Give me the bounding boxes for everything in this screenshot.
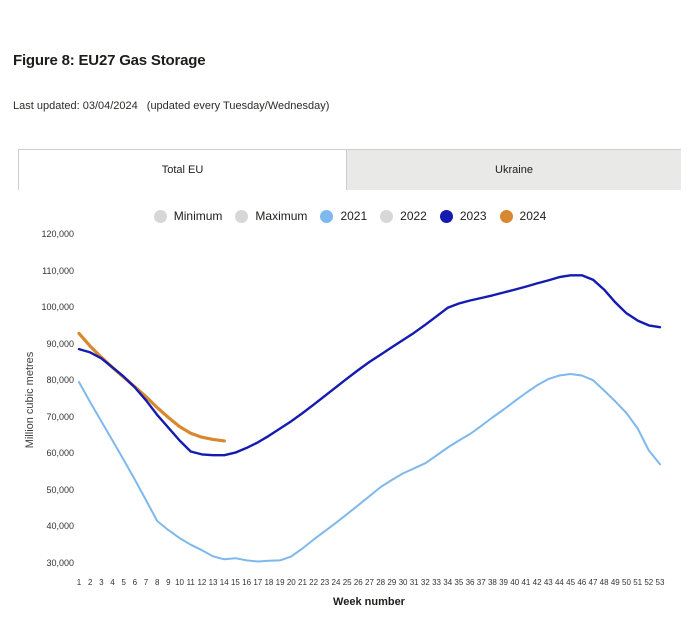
x-tick-label: 19 xyxy=(275,578,285,587)
legend-item-2023[interactable]: 2023 xyxy=(439,209,487,223)
x-tick-label: 7 xyxy=(143,578,149,587)
tab-bar: Total EU Ukraine xyxy=(18,149,681,190)
legend-item-2022[interactable]: 2022 xyxy=(380,209,427,223)
x-tick-label: 30 xyxy=(398,578,408,587)
tab-total-eu[interactable]: Total EU xyxy=(18,150,347,190)
x-tick-label: 53 xyxy=(655,578,665,587)
x-tick-label: 8 xyxy=(154,578,160,587)
x-tick-label: 31 xyxy=(409,578,419,587)
x-tick-label: 5 xyxy=(121,578,126,587)
x-tick-label: 37 xyxy=(476,578,486,587)
legend-marker-2022 xyxy=(380,209,394,223)
x-tick-label: 44 xyxy=(554,578,564,587)
x-tick-label: 33 xyxy=(432,578,441,587)
x-tick-label: 45 xyxy=(566,578,576,587)
series-line-2023[interactable] xyxy=(77,274,662,457)
x-tick-label: 6 xyxy=(132,578,138,587)
x-tick-label: 46 xyxy=(577,578,587,587)
x-tick-label: 9 xyxy=(166,578,171,587)
legend-item-minimum[interactable]: Minimum xyxy=(153,209,223,223)
x-tick-label: 29 xyxy=(387,578,397,587)
legend-marker-maximum xyxy=(235,209,249,223)
x-tick-label: 28 xyxy=(376,578,386,587)
legend-label: Minimum xyxy=(173,209,223,223)
x-tick-label: 36 xyxy=(465,578,475,587)
x-tick-label: 39 xyxy=(499,578,509,587)
x-tick-label: 34 xyxy=(443,578,453,587)
x-tick-label: 22 xyxy=(309,578,319,587)
x-tick-label: 35 xyxy=(454,578,464,587)
y-tick-label: 100,000 xyxy=(41,302,74,313)
x-tick-label: 16 xyxy=(242,578,252,587)
series-line-2021[interactable] xyxy=(78,373,661,563)
x-tick-label: 25 xyxy=(342,578,352,587)
y-tick-label: 40,000 xyxy=(46,521,74,532)
x-tick-label: 15 xyxy=(230,578,240,587)
x-tick-label: 42 xyxy=(532,578,542,587)
x-tick-label: 43 xyxy=(543,578,553,587)
x-tick-label: 1 xyxy=(76,578,82,587)
x-tick-label: 40 xyxy=(510,578,520,587)
legend-item-2021[interactable]: 2021 xyxy=(320,209,367,223)
y-tick-label: 110,000 xyxy=(42,265,74,276)
x-tick-label: 47 xyxy=(588,578,598,587)
x-tick-label: 49 xyxy=(610,578,620,587)
x-tick-label: 48 xyxy=(599,578,609,587)
x-tick-label: 27 xyxy=(365,578,374,587)
x-tick-label: 20 xyxy=(286,578,296,587)
y-tick-label: 50,000 xyxy=(46,484,74,495)
legend-marker-2024 xyxy=(499,209,513,223)
legend-label: Maximum xyxy=(255,209,308,223)
legend-marker-2021 xyxy=(320,209,334,223)
y-tick-label: 90,000 xyxy=(46,338,74,349)
series-line-2024[interactable] xyxy=(77,331,226,443)
y-tick-label: 30,000 xyxy=(46,558,74,568)
x-tick-label: 17 xyxy=(253,578,263,587)
legend-item-2024[interactable]: 2024 xyxy=(499,209,547,223)
x-tick-label: 10 xyxy=(175,578,184,587)
x-tick-label: 14 xyxy=(219,578,229,587)
last-updated-row: Last updated: 03/04/2024 (updated every T… xyxy=(13,100,329,112)
x-tick-label: 50 xyxy=(622,578,631,587)
y-tick-label: 80,000 xyxy=(46,375,74,386)
tab-ukraine[interactable]: Ukraine xyxy=(347,150,681,190)
legend-label: 2024 xyxy=(519,209,547,223)
x-tick-label: 11 xyxy=(186,578,195,587)
x-tick-label: 3 xyxy=(99,578,104,587)
x-tick-label: 18 xyxy=(264,578,274,587)
x-tick-label: 24 xyxy=(331,578,341,587)
x-tick-label: 41 xyxy=(521,578,531,587)
legend-label: 2023 xyxy=(459,209,487,223)
legend-label: 2021 xyxy=(340,209,368,223)
legend-marker-2023 xyxy=(439,209,453,223)
x-axis-title: Week number xyxy=(333,596,405,608)
chart-legend: Minimum Maximum 2021 2022 2023 2024 xyxy=(0,206,700,226)
x-tick-label: 4 xyxy=(110,578,115,587)
last-updated-text: Last updated: 03/04/2024 xyxy=(13,100,138,112)
y-tick-label: 120,000 xyxy=(41,229,74,239)
x-tick-label: 38 xyxy=(487,578,497,587)
x-tick-label: 52 xyxy=(644,578,654,587)
legend-item-maximum[interactable]: Maximum xyxy=(235,209,307,223)
y-tick-label: 70,000 xyxy=(46,411,74,422)
x-tick-label: 26 xyxy=(353,578,363,587)
x-tick-label: 51 xyxy=(633,578,643,587)
x-tick-label: 32 xyxy=(420,578,430,587)
x-tick-label: 23 xyxy=(320,578,330,587)
y-tick-label: 60,000 xyxy=(46,448,74,459)
x-tick-label: 13 xyxy=(208,578,218,587)
legend-label: 2022 xyxy=(400,209,427,223)
x-tick-label: 2 xyxy=(87,578,93,587)
x-tick-label: 12 xyxy=(197,578,207,587)
legend-marker-minimum xyxy=(153,209,167,223)
figure-title: Figure 8: EU27 Gas Storage xyxy=(13,52,206,69)
update-frequency-note: (updated every Tuesday/Wednesday) xyxy=(146,100,330,112)
x-tick-label: 21 xyxy=(298,578,307,587)
